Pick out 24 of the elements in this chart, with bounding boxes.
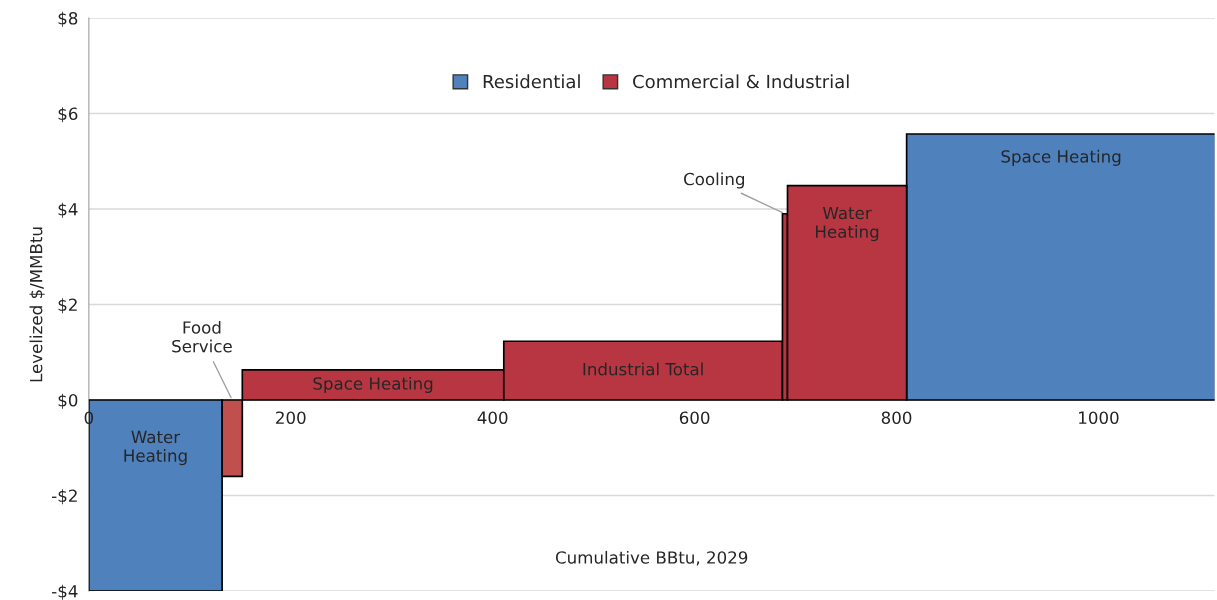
- annotation: Water Heating: [124, 430, 187, 466]
- annotation: Space Heating: [1001, 149, 1121, 166]
- annotation: Water Heating: [816, 206, 879, 242]
- legend-label: Residential: [483, 74, 580, 89]
- y-tick-label: $8: [58, 11, 78, 27]
- annotation: Space Heating: [313, 376, 433, 394]
- y-tick-label: -$2: [52, 489, 77, 505]
- x-tick-label: 400: [477, 411, 508, 425]
- x-tick-label: 200: [276, 411, 306, 425]
- x-tick-label: 800: [881, 411, 912, 425]
- legend-label: Commercial & Industrial: [633, 74, 849, 89]
- y-axis-title: Levelized $/MMBtu: [29, 227, 45, 382]
- x-tick-label: 1000: [1079, 411, 1119, 425]
- annotation: Food Service: [172, 320, 232, 353]
- y-tick-label: $6: [58, 107, 78, 123]
- annotation: Cooling: [684, 172, 744, 189]
- annotation: Industrial Total: [583, 362, 703, 376]
- y-tick-label: -$4: [52, 584, 78, 600]
- y-tick-label: $2: [58, 298, 77, 314]
- y-tick-label: $0: [58, 393, 78, 409]
- x-tick-label: 600: [679, 411, 710, 425]
- y-tick-label: $4: [58, 202, 78, 218]
- x-tick-label: 0: [84, 411, 94, 425]
- x-axis-title: Cumulative BBtu, 2029: [555, 550, 748, 566]
